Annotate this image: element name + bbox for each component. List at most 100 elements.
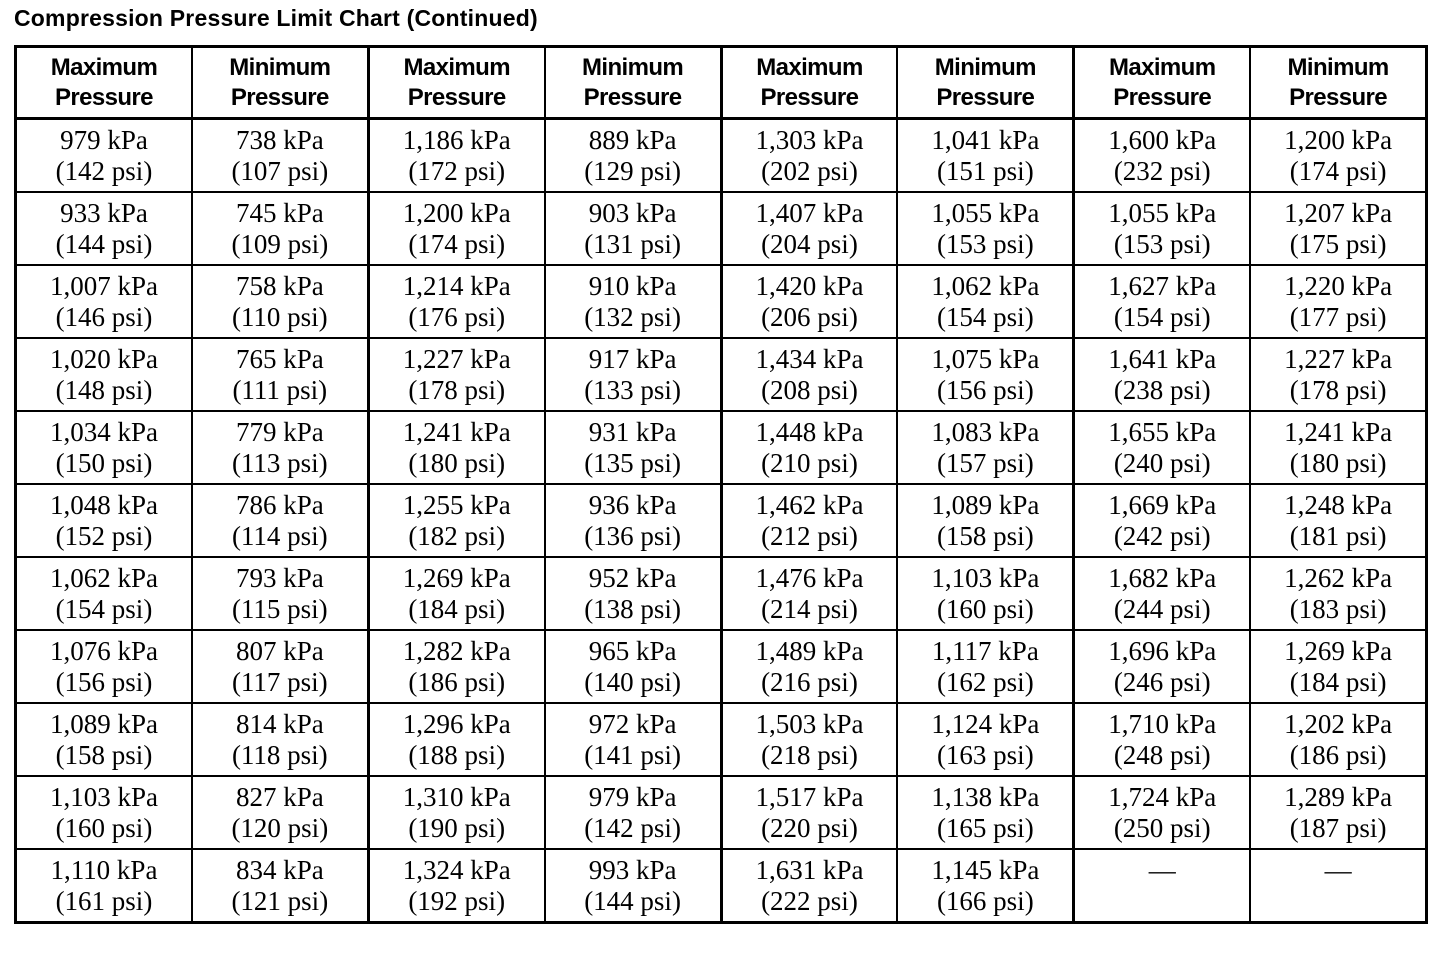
- kpa-value: 1,186 kPa: [402, 124, 511, 155]
- kpa-value: 834 kPa: [235, 854, 324, 885]
- pressure-cell: 1,214 kPa (176 psi): [366, 264, 546, 339]
- kpa-value: 936 kPa: [588, 489, 677, 520]
- psi-value: (120 psi): [231, 812, 329, 843]
- pressure-cell: 952 kPa (138 psi): [543, 556, 723, 631]
- kpa-value: 1,282 kPa: [402, 635, 511, 666]
- psi-value: (186 psi): [408, 666, 506, 697]
- psi-value: (110 psi): [231, 301, 328, 332]
- pressure-cell: 814 kPa (118 psi): [190, 702, 370, 777]
- kpa-value: 1,062 kPa: [931, 270, 1040, 301]
- pressure-cell: 1,296 kPa (188 psi): [366, 702, 546, 777]
- psi-value: (238 psi): [1113, 374, 1211, 405]
- pressure-cell: 1,310 kPa (190 psi): [366, 775, 546, 850]
- psi-value: (248 psi): [1113, 739, 1211, 770]
- kpa-value: 807 kPa: [235, 635, 324, 666]
- psi-value: (216 psi): [761, 666, 858, 697]
- pressure-cell: 1,631 kPa (222 psi): [719, 848, 899, 924]
- psi-value: (109 psi): [231, 228, 329, 259]
- kpa-value: 903 kPa: [588, 197, 677, 228]
- psi-value: (156 psi): [55, 666, 153, 697]
- pressure-cell: 1,269 kPa (184 psi): [1249, 629, 1428, 704]
- psi-value: (172 psi): [408, 155, 506, 186]
- pressure-cell: 1,289 kPa (187 psi): [1249, 775, 1428, 850]
- psi-value: (222 psi): [761, 885, 858, 916]
- pressure-cell: 1,200 kPa (174 psi): [1249, 117, 1428, 193]
- pressure-cell: 786 kPa (114 psi): [190, 483, 370, 558]
- kpa-value: 910 kPa: [588, 270, 677, 301]
- pressure-cell: 1,269 kPa (184 psi): [366, 556, 546, 631]
- psi-value: (163 psi): [936, 739, 1034, 770]
- pressure-cell: 1,076 kPa (156 psi): [14, 629, 193, 704]
- pressure-cell: 1,627 kPa (154 psi): [1072, 264, 1252, 339]
- psi-value: (220 psi): [761, 812, 858, 843]
- pressure-cell: 1,669 kPa (242 psi): [1072, 483, 1252, 558]
- psi-value: (113 psi): [231, 447, 328, 478]
- table-row: 1,007 kPa (146 psi) 758 kPa (110 psi) 1,214 …: [14, 264, 1428, 339]
- column-header-word: Minimum: [581, 53, 684, 81]
- psi-value: (154 psi): [936, 301, 1034, 332]
- pressure-cell: 1,117 kPa (162 psi): [896, 629, 1075, 704]
- psi-value: (246 psi): [1113, 666, 1211, 697]
- column-header-word: Maximum: [756, 53, 863, 81]
- kpa-value: 1,476 kPa: [755, 562, 864, 593]
- psi-value: (165 psi): [936, 812, 1034, 843]
- kpa-value: 1,041 kPa: [931, 124, 1040, 155]
- kpa-value: 1,269 kPa: [402, 562, 511, 593]
- kpa-value: 979 kPa: [588, 781, 677, 812]
- psi-value: (208 psi): [761, 374, 858, 405]
- kpa-value: 1,655 kPa: [1108, 416, 1217, 447]
- kpa-value: 1,310 kPa: [402, 781, 511, 812]
- pressure-cell: 807 kPa (117 psi): [190, 629, 370, 704]
- psi-value: (158 psi): [55, 739, 153, 770]
- column-header-word: Maximum: [403, 53, 510, 81]
- pressure-cell: 1,724 kPa (250 psi): [1072, 775, 1252, 850]
- pressure-cell: 1,655 kPa (240 psi): [1072, 410, 1252, 485]
- kpa-value: 793 kPa: [235, 562, 324, 593]
- kpa-value: 1,489 kPa: [755, 635, 864, 666]
- pressure-cell: 793 kPa (115 psi): [190, 556, 370, 631]
- kpa-value: 1,448 kPa: [755, 416, 864, 447]
- kpa-value: 765 kPa: [235, 343, 324, 374]
- pressure-cell: 834 kPa (121 psi): [190, 848, 370, 924]
- compression-pressure-limit-table: Maximum Pressure Minimum Pressure Maximum Pre…: [14, 45, 1428, 924]
- kpa-value: 1,200 kPa: [1284, 124, 1393, 155]
- psi-value: (132 psi): [584, 301, 681, 332]
- psi-value: (117 psi): [231, 666, 328, 697]
- kpa-value: 1,089 kPa: [931, 489, 1040, 520]
- kpa-value: 827 kPa: [235, 781, 324, 812]
- column-header-minimum-pressure: Minimum Pressure: [896, 45, 1075, 120]
- psi-value: (154 psi): [1113, 301, 1211, 332]
- psi-value: (190 psi): [408, 812, 506, 843]
- pressure-cell: 1,407 kPa (204 psi): [719, 191, 899, 266]
- kpa-value: 1,462 kPa: [755, 489, 864, 520]
- column-header-word: Pressure: [1289, 83, 1388, 111]
- psi-value: (188 psi): [408, 739, 506, 770]
- kpa-value: 786 kPa: [235, 489, 324, 520]
- column-header-minimum-pressure: Minimum Pressure: [543, 45, 723, 120]
- psi-value: (218 psi): [761, 739, 858, 770]
- table-row: 979 kPa (142 psi) 738 kPa (107 psi) 1,186 kP…: [14, 117, 1428, 193]
- kpa-value: 1,241 kPa: [402, 416, 511, 447]
- psi-value: (152 psi): [55, 520, 153, 551]
- psi-value: (111 psi): [232, 374, 328, 405]
- table-row: 1,062 kPa (154 psi) 793 kPa (115 psi) 1,269 …: [14, 556, 1428, 631]
- kpa-value: 889 kPa: [588, 124, 677, 155]
- kpa-value: 1,055 kPa: [931, 197, 1040, 228]
- table-row: 1,076 kPa (156 psi) 807 kPa (117 psi) 1,282 …: [14, 629, 1428, 704]
- psi-value: (156 psi): [936, 374, 1034, 405]
- pressure-cell: 1,462 kPa (212 psi): [719, 483, 899, 558]
- kpa-value: 1,600 kPa: [1108, 124, 1217, 155]
- pressure-cell: 1,227 kPa (178 psi): [366, 337, 546, 412]
- psi-value: (153 psi): [936, 228, 1034, 259]
- pressure-cell: 1,324 kPa (192 psi): [366, 848, 546, 924]
- pressure-cell: 1,420 kPa (206 psi): [719, 264, 899, 339]
- column-header-word: Minimum: [1287, 53, 1389, 81]
- pressure-cell: 1,503 kPa (218 psi): [719, 702, 899, 777]
- psi-value: (107 psi): [231, 155, 329, 186]
- psi-value: (242 psi): [1113, 520, 1211, 551]
- kpa-value: 1,269 kPa: [1284, 635, 1393, 666]
- pressure-cell: 745 kPa (109 psi): [190, 191, 370, 266]
- psi-value: (184 psi): [1289, 666, 1387, 697]
- column-header-word: Pressure: [760, 83, 859, 111]
- pressure-cell: 1,696 kPa (246 psi): [1072, 629, 1252, 704]
